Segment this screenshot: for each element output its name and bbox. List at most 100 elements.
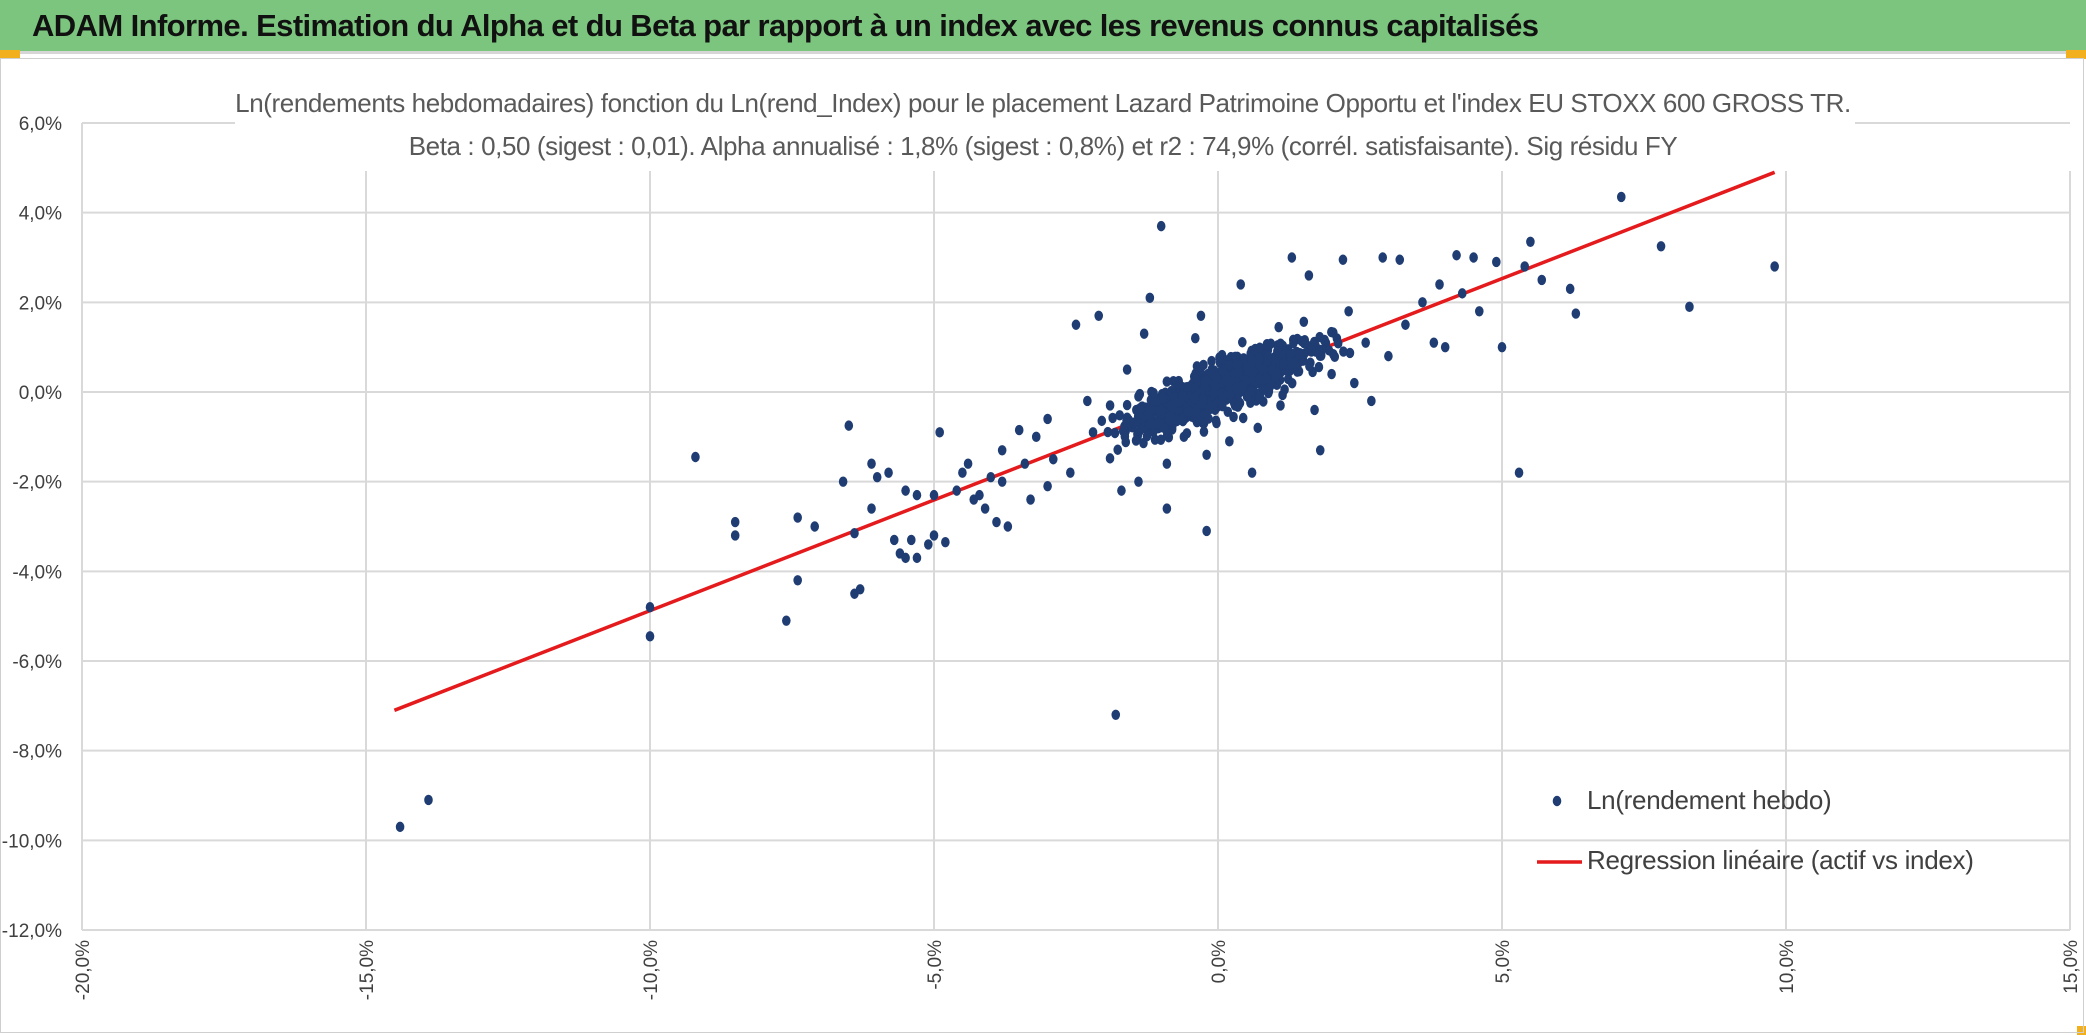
scatter-point [1344, 306, 1353, 317]
scatter-point [986, 471, 996, 483]
scatter-point [1190, 392, 1200, 404]
scatter-point [1457, 288, 1467, 299]
scatter-point [1191, 405, 1201, 417]
scatter-point [1139, 328, 1149, 339]
y-tick-label: 6,0% [19, 114, 62, 135]
scatter-point [1178, 390, 1187, 402]
x-tick-label: -10,0% [641, 940, 662, 1000]
scatter-point [1097, 415, 1107, 427]
scatter-point [1217, 364, 1227, 376]
legend-label-scatter: Ln(rendement hebdo) [1587, 785, 1832, 815]
scatter-point [941, 536, 950, 548]
x-tick-label: 10,0% [1777, 940, 1798, 994]
x-tick-label: 0,0% [1209, 940, 1230, 983]
scatter-point [1248, 366, 1258, 377]
scatter-point [1291, 360, 1301, 372]
scatter-point [1497, 341, 1507, 353]
scatter-point [1162, 376, 1172, 387]
scatter-point [1043, 480, 1052, 492]
scatter-point [691, 451, 700, 463]
scatter-point [1225, 436, 1234, 447]
scatter-point [395, 821, 405, 833]
scatter-point [1135, 388, 1145, 400]
scatter-point [1205, 403, 1215, 415]
scatter-point [1299, 316, 1309, 327]
title-backdrop [235, 86, 1855, 170]
scatter-point [1287, 378, 1297, 389]
scatter-point [844, 420, 854, 431]
scatter-point [1200, 381, 1209, 392]
scatter-point [1274, 321, 1284, 333]
scatter-point [1263, 350, 1273, 362]
scatter-point [1190, 333, 1200, 344]
scatter-point [1121, 436, 1131, 448]
scatter-point [1233, 367, 1242, 378]
scatter-point [1071, 319, 1081, 330]
scatter-point [963, 458, 973, 469]
scatter-point [1537, 274, 1547, 286]
scatter-point [1211, 415, 1221, 426]
scatter-point [1255, 391, 1265, 403]
y-tick-label: -12,0% [2, 921, 62, 942]
scatter-point [1003, 521, 1013, 532]
scatter-point [1571, 308, 1581, 319]
scatter-point [1204, 413, 1213, 424]
scatter-point [1314, 361, 1324, 373]
scatter-point [1299, 338, 1309, 349]
scatter-point [1254, 374, 1264, 385]
scatter-point [1207, 355, 1216, 367]
scatter-point [935, 427, 944, 438]
scatter-point [1253, 422, 1263, 434]
scatter-point [850, 528, 859, 539]
corner-mark-right [2066, 50, 2086, 59]
scatter-point [980, 503, 990, 514]
y-tick-label: -10,0% [2, 831, 62, 852]
scatter-point [1209, 388, 1219, 399]
scatter-point [1345, 347, 1355, 359]
scatter-point [1435, 279, 1444, 290]
scatter-point [1171, 414, 1181, 425]
scatter-point [1315, 445, 1325, 456]
scatter-point [1616, 191, 1626, 203]
scatter-point [1474, 306, 1484, 317]
scatter-point [1656, 241, 1666, 252]
scatter-point [1110, 427, 1120, 439]
x-tick-label: 5,0% [1493, 940, 1514, 983]
y-tick-label: 4,0% [19, 204, 62, 225]
scatter-point [1289, 337, 1298, 349]
scatter-point [1199, 426, 1209, 437]
scatter-point [1134, 476, 1143, 487]
corner-mark-bottom-right [2077, 1026, 2086, 1035]
scatter-point [838, 476, 848, 487]
scatter-point [1184, 406, 1194, 417]
scatter-point [1565, 283, 1575, 295]
y-tick-label: -8,0% [12, 742, 62, 763]
axes: -12,0% -10,0% -8,0% -6,0% -4,0% -2,0% 0,0% 2,0%… [2, 114, 2082, 1000]
scatter-point [1770, 261, 1779, 272]
scatter-point [1305, 360, 1314, 372]
scatter-point [1247, 467, 1257, 478]
scatter-point [1324, 345, 1334, 356]
scatter-point [1199, 359, 1208, 371]
regression-layer [393, 170, 1776, 712]
scatter-point [1159, 392, 1168, 404]
scatter-point [1526, 236, 1535, 248]
scatter-point [1164, 411, 1174, 423]
scatter-point [1276, 400, 1285, 411]
scatter-point [1115, 410, 1124, 421]
scatter-point [867, 503, 876, 514]
chart-title: Ln(rendements hebdomadaires) fonction du… [235, 88, 1851, 118]
report-title: ADAM Informe. Estimation du Alpha et du … [32, 8, 1539, 43]
regression-line [393, 170, 1776, 712]
x-tick-label: 15,0% [2061, 940, 2082, 994]
scatter-point [901, 552, 910, 564]
scatter-point [1278, 389, 1287, 401]
scatter-point [1310, 404, 1319, 416]
scatter-point [1135, 403, 1145, 414]
scatter-point [952, 485, 962, 496]
scatter-point [793, 575, 802, 586]
scatter-point [1178, 414, 1188, 425]
report-header: ADAM Informe. Estimation du Alpha et du … [0, 0, 2086, 54]
scatter-point [924, 539, 933, 550]
scatter-point [1361, 337, 1370, 348]
